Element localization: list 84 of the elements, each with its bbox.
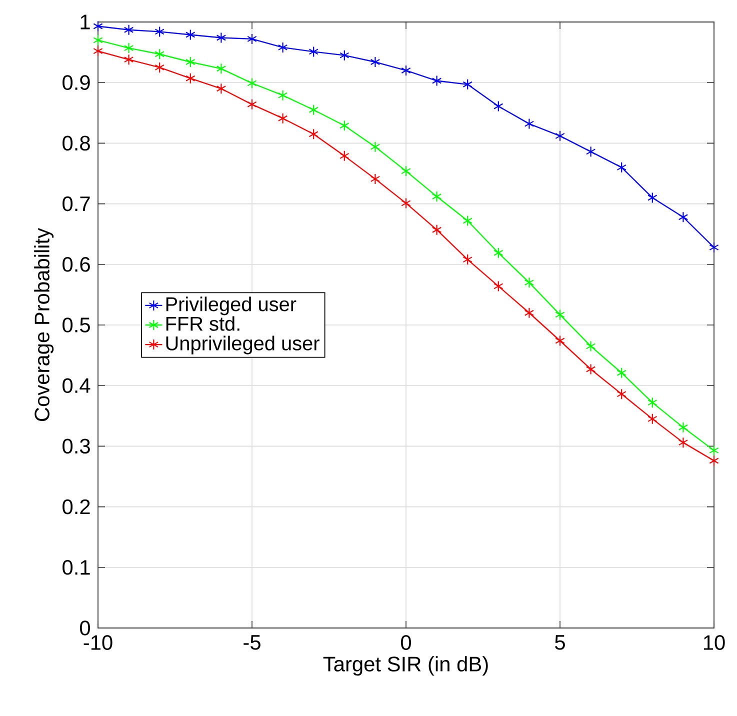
point bbox=[648, 397, 658, 408]
point bbox=[340, 50, 350, 61]
y-tick-label: 0.5 bbox=[62, 318, 90, 332]
y-tick-label: 0.6 bbox=[62, 256, 90, 272]
x-tick-label: 10 bbox=[704, 635, 725, 650]
y-tick-label: 0.1 bbox=[62, 560, 90, 575]
x-tick-label: -10 bbox=[84, 635, 112, 650]
point bbox=[370, 56, 380, 68]
point bbox=[216, 63, 226, 74]
point bbox=[186, 29, 196, 40]
point bbox=[586, 146, 596, 158]
point bbox=[278, 90, 288, 101]
x-axis-title: Target SIR (in dB) bbox=[323, 656, 488, 676]
point bbox=[462, 215, 472, 226]
point bbox=[678, 212, 688, 223]
point bbox=[308, 128, 318, 140]
y-tick-label: 0 bbox=[80, 620, 90, 636]
point bbox=[555, 130, 565, 142]
point bbox=[555, 309, 565, 320]
legend-label: Privileged user bbox=[166, 296, 296, 316]
x-tick-label: 0 bbox=[400, 635, 411, 650]
point bbox=[124, 42, 134, 54]
point bbox=[524, 118, 534, 130]
y-tick-label: 0.8 bbox=[62, 136, 90, 151]
point bbox=[124, 24, 134, 36]
point bbox=[154, 48, 164, 60]
point bbox=[154, 26, 164, 38]
point bbox=[494, 100, 504, 112]
point bbox=[401, 198, 411, 209]
point bbox=[432, 190, 442, 202]
point bbox=[524, 277, 534, 288]
point bbox=[186, 72, 196, 84]
y-tick-label: 0.3 bbox=[62, 438, 90, 454]
point bbox=[586, 340, 596, 352]
point bbox=[340, 120, 350, 132]
y-tick-label: 1 bbox=[80, 14, 90, 30]
point bbox=[586, 364, 596, 375]
point bbox=[401, 64, 411, 76]
point bbox=[462, 78, 472, 90]
y-tick-label: 0.7 bbox=[62, 196, 90, 212]
point bbox=[247, 98, 257, 110]
point bbox=[124, 54, 134, 66]
point bbox=[616, 388, 626, 400]
point bbox=[709, 455, 719, 466]
point bbox=[494, 280, 504, 292]
point bbox=[648, 192, 658, 204]
point bbox=[247, 33, 257, 45]
point bbox=[524, 307, 534, 318]
point bbox=[432, 75, 442, 86]
point bbox=[186, 56, 196, 68]
point bbox=[678, 437, 688, 448]
point bbox=[401, 166, 411, 177]
y-axis-title: Coverage Probability bbox=[34, 228, 54, 422]
point bbox=[278, 112, 288, 124]
point bbox=[616, 367, 626, 378]
point bbox=[462, 254, 472, 266]
y-tick-label: 0.9 bbox=[62, 75, 90, 90]
point bbox=[648, 413, 658, 424]
point bbox=[154, 62, 164, 73]
x-tick-label: -5 bbox=[244, 635, 260, 650]
legend-label: FFR std. bbox=[166, 316, 240, 331]
point bbox=[370, 173, 380, 184]
point bbox=[278, 42, 288, 53]
y-tick-label: 0.2 bbox=[62, 499, 90, 514]
x-tick-label: 5 bbox=[555, 635, 565, 650]
point bbox=[432, 224, 442, 236]
point bbox=[308, 46, 318, 58]
point bbox=[709, 242, 719, 253]
point bbox=[709, 444, 719, 456]
point bbox=[247, 78, 257, 89]
point bbox=[370, 141, 380, 152]
point bbox=[494, 247, 504, 258]
point bbox=[93, 20, 103, 32]
point bbox=[93, 34, 103, 46]
y-tick-label: 0.4 bbox=[62, 378, 90, 393]
point bbox=[93, 46, 103, 57]
legend-label: Unprivileged user bbox=[166, 336, 320, 354]
point bbox=[678, 422, 688, 433]
point bbox=[216, 32, 226, 44]
point bbox=[616, 162, 626, 173]
point bbox=[340, 150, 350, 162]
point bbox=[555, 335, 565, 346]
point bbox=[308, 104, 318, 116]
point bbox=[216, 83, 226, 94]
